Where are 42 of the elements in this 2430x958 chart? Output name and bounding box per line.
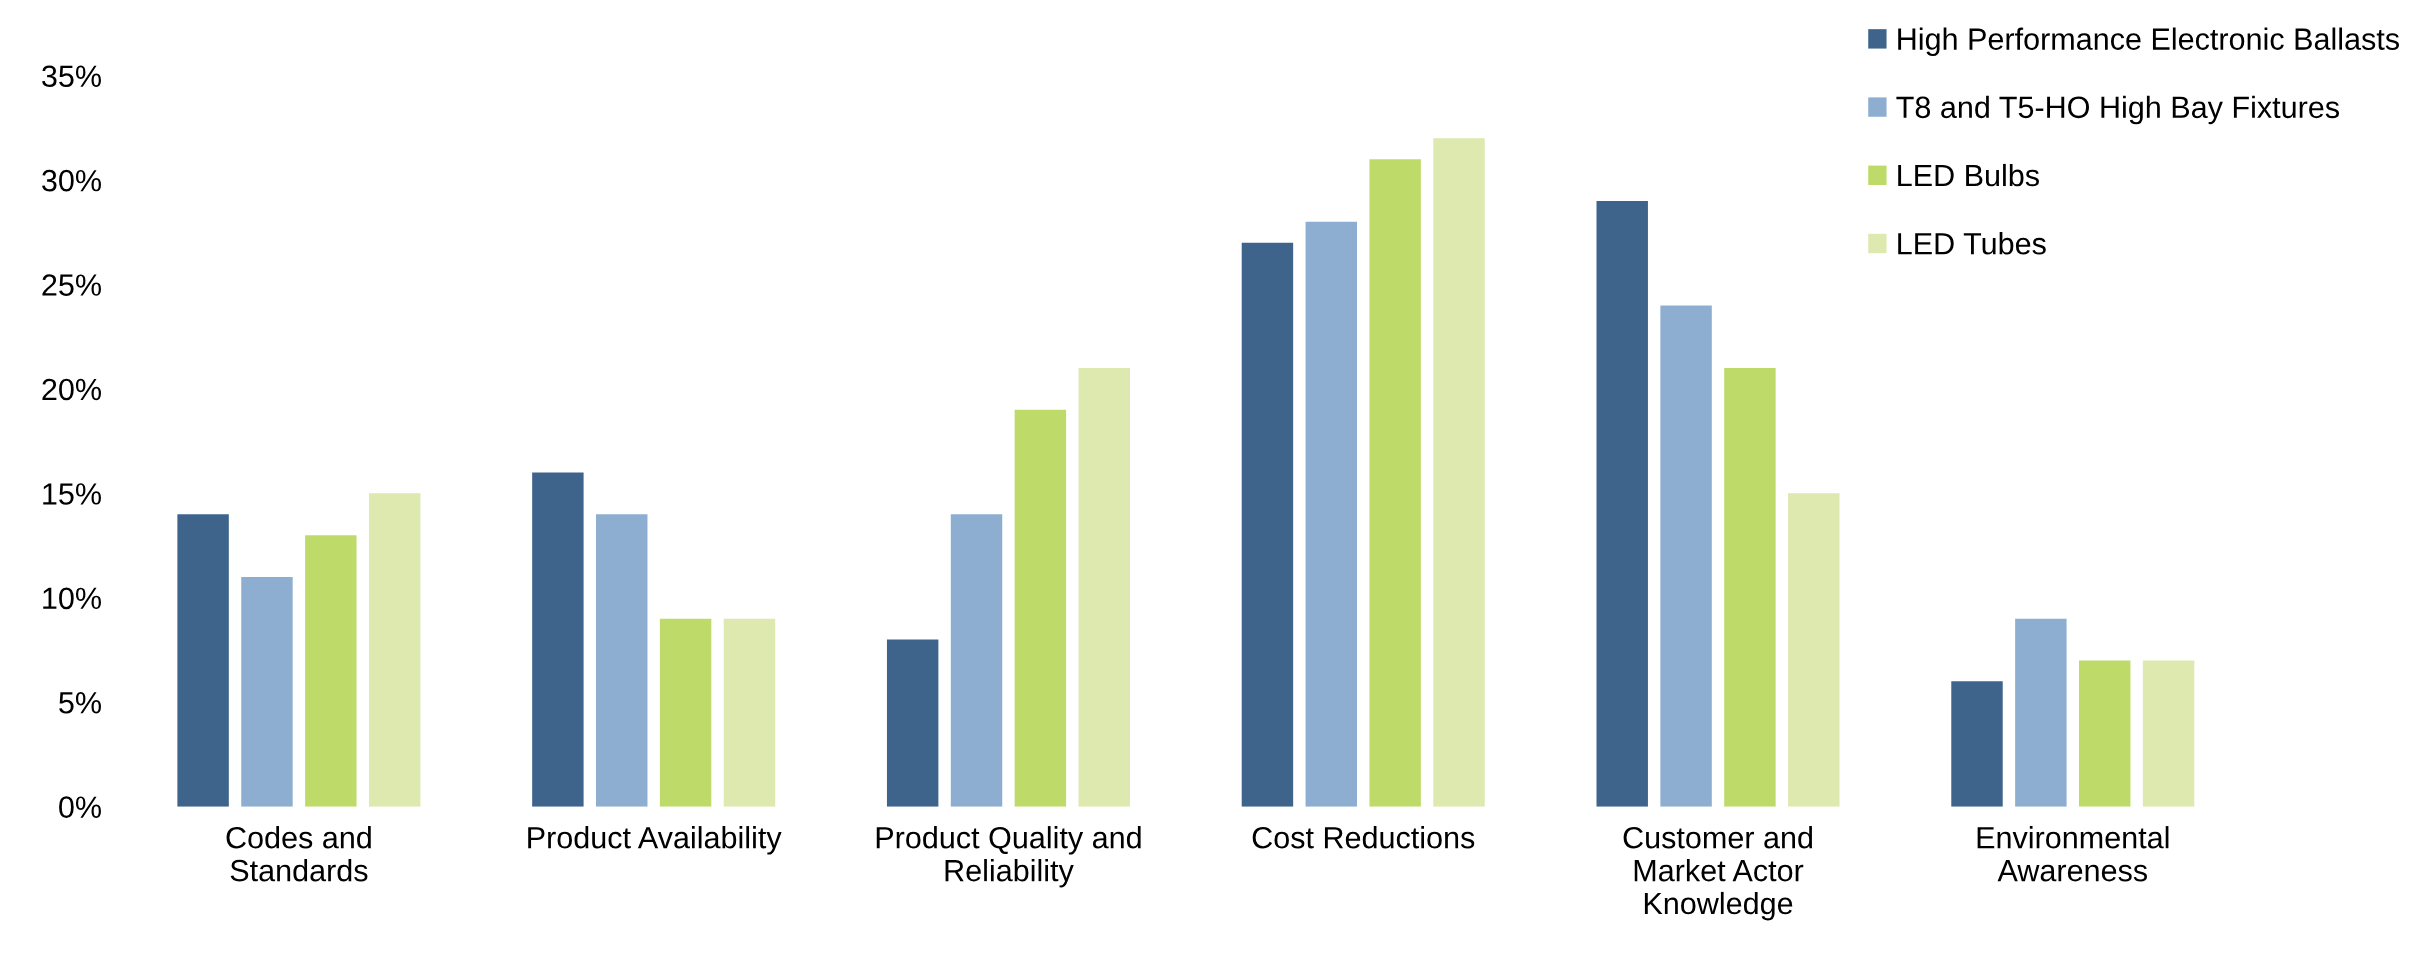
legend-label: LED Tubes bbox=[1898, 232, 2046, 255]
bar bbox=[1660, 305, 1712, 807]
bar bbox=[1014, 409, 1067, 807]
y-tick-label: 35% bbox=[42, 65, 101, 88]
bar bbox=[950, 514, 1003, 807]
y-tick-label: 20% bbox=[42, 378, 101, 401]
bar bbox=[1078, 368, 1130, 807]
bar bbox=[368, 493, 421, 807]
legend-label: LED Bulbs bbox=[1898, 163, 2039, 187]
bar bbox=[532, 472, 584, 807]
x-tick-label: Codes and Standards bbox=[226, 826, 371, 882]
bar bbox=[1305, 221, 1358, 807]
bar bbox=[723, 618, 776, 807]
bar bbox=[659, 618, 712, 807]
y-tick-label: 15% bbox=[43, 483, 101, 505]
y-tick-label: 10% bbox=[43, 587, 101, 610]
bar bbox=[1951, 681, 2003, 807]
bar bbox=[1788, 493, 1840, 807]
x-tick-label: Environmental Awareness bbox=[1977, 826, 2169, 882]
bar bbox=[1241, 242, 1294, 807]
bar bbox=[596, 514, 648, 807]
legend-label: High Performance Electronic Ballasts bbox=[1898, 27, 2399, 56]
x-tick-label: Cost Reductions bbox=[1252, 826, 1475, 849]
y-tick-label: 0% bbox=[59, 796, 101, 819]
bar bbox=[2079, 660, 2131, 807]
y-tick-label: 25% bbox=[42, 274, 101, 296]
bar bbox=[1433, 138, 1485, 807]
x-tick-label: Product Quality and Reliability bbox=[876, 826, 1141, 888]
bar bbox=[241, 576, 293, 807]
x-tick-label: Customer and Market Actor Knowledge bbox=[1623, 826, 1812, 921]
bar bbox=[1596, 200, 1648, 807]
x-tick-label: Product Availability bbox=[528, 826, 782, 855]
bar bbox=[177, 514, 229, 807]
bar bbox=[305, 535, 357, 807]
legend-label: T8 and T5-HO High Bay Fixtures bbox=[1896, 95, 2339, 125]
y-tick-label: 5% bbox=[59, 692, 101, 714]
bar bbox=[1369, 159, 1421, 807]
bar bbox=[2142, 660, 2195, 807]
bar bbox=[1724, 368, 1776, 807]
bar bbox=[886, 639, 939, 807]
bar bbox=[2015, 618, 2067, 807]
y-tick-label: 30% bbox=[42, 169, 101, 192]
